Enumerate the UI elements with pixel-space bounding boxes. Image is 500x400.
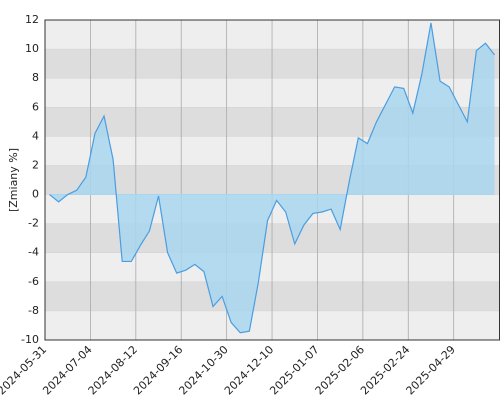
y-tick-label: -8 — [28, 304, 39, 317]
y-tick-label: 2 — [32, 158, 39, 171]
y-tick-label: 0 — [32, 188, 39, 201]
y-tick-label: 8 — [32, 71, 39, 84]
y-tick-label: -10 — [21, 333, 39, 346]
y-tick-label: -6 — [28, 275, 39, 288]
y-tick-label: 4 — [32, 129, 39, 142]
y-tick-label: 12 — [25, 13, 39, 26]
grid-band — [45, 281, 500, 311]
x-tick-label: 2025-04-29 — [404, 343, 458, 397]
y-axis-label: [Zmiany %] — [7, 148, 20, 212]
y-tick-label: -4 — [28, 246, 39, 259]
y-tick-label: -2 — [28, 217, 39, 230]
grid-band — [45, 252, 500, 282]
line — [49, 22, 496, 334]
y-tick-label: 6 — [32, 100, 39, 113]
y-tick-label: 10 — [25, 42, 39, 55]
grid-band — [45, 20, 500, 50]
grid-band — [45, 223, 500, 253]
grid-band — [45, 310, 500, 340]
area-fill — [49, 22, 495, 333]
